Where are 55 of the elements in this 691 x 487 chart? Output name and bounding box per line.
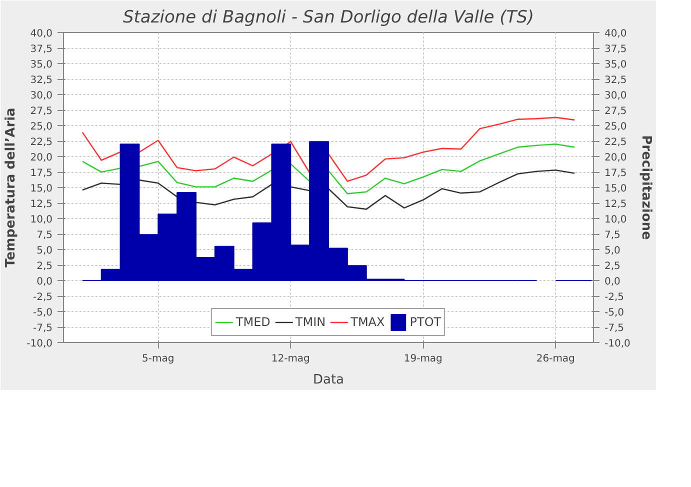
- y-tick-label: 12,5: [30, 199, 52, 210]
- y2-tick-label: 0,0: [604, 276, 620, 288]
- y-tick-label: 22,5: [30, 137, 52, 148]
- chart-title: Stazione di Bagnoli - San Dorligo della Valle (TS): [122, 8, 534, 28]
- y-tick-label: -7,5: [32, 323, 53, 334]
- legend-label: PTOT: [410, 315, 442, 329]
- legend-label: TMAX: [350, 315, 385, 329]
- y2-axis-title: Precipitazione: [638, 135, 654, 240]
- y2-tick-label: 32,5: [604, 75, 627, 86]
- line-series: [82, 116, 576, 182]
- y-tick-label: -5,0: [32, 308, 53, 318]
- y-tick-label: 20,0: [30, 152, 52, 164]
- y2-tick-label: 17,5: [604, 168, 627, 179]
- y2-tick-label: 15,0: [604, 184, 627, 194]
- y2-tick-label: 40,0: [604, 28, 627, 40]
- y-axis-title: Temperatura dell’Aria: [4, 108, 19, 268]
- x-tick-label: 26-mag: [536, 354, 575, 364]
- y-tick-label: 40,0: [30, 28, 52, 40]
- y-tick-label: 0,0: [36, 276, 53, 288]
- legend-label: TMIN: [295, 315, 326, 329]
- x-axis-title: Data: [312, 372, 344, 388]
- y2-tick-label: -7,5: [604, 323, 624, 334]
- y-tick-label: 35,0: [30, 60, 52, 70]
- y2-tick-label: 7,5: [604, 230, 620, 241]
- x-tick-label: 19-mag: [404, 354, 442, 364]
- y-tick-label: 7,5: [36, 230, 53, 241]
- y2-tick-label: -2,5: [604, 292, 624, 303]
- y-tick-label: 17,5: [30, 168, 52, 179]
- y-tick-label: 37,5: [30, 44, 52, 55]
- y2-tick-label: 25,0: [604, 122, 627, 132]
- y2-tick-label: 2,5: [604, 261, 620, 272]
- x-tick-label: 12-mag: [271, 354, 310, 364]
- y-tick-label: 15,0: [30, 184, 52, 194]
- y-tick-label: 10,0: [30, 214, 52, 226]
- legend-label: TMED: [236, 315, 270, 329]
- y2-tick-label: 10,0: [604, 214, 627, 226]
- y-tick-label: 2,5: [36, 261, 53, 272]
- x-tick-label: 5-mag: [142, 354, 174, 364]
- y-tick-label: 32,5: [30, 75, 52, 86]
- y2-tick-label: 27,5: [604, 106, 627, 117]
- y2-tick-label: 12,5: [604, 199, 627, 210]
- y-tick-label: 25,0: [30, 122, 52, 132]
- y-tick-label: 5,0: [36, 246, 53, 256]
- y-tick-label: 27,5: [30, 106, 52, 117]
- y2-tick-label: 37,5: [604, 44, 627, 55]
- y2-tick-label: 35,0: [604, 60, 627, 70]
- y-tick-label: -2,5: [32, 292, 53, 303]
- y2-tick-label: -10,0: [604, 338, 630, 350]
- y2-tick-label: 22,5: [604, 137, 627, 148]
- y-tick-label: 30,0: [30, 90, 52, 102]
- y2-tick-label: -5,0: [604, 308, 624, 318]
- y2-tick-label: 20,0: [604, 152, 627, 164]
- y-tick-label: -10,0: [26, 338, 52, 350]
- y2-tick-label: 30,0: [604, 90, 627, 102]
- y2-tick-label: 5,0: [604, 246, 620, 256]
